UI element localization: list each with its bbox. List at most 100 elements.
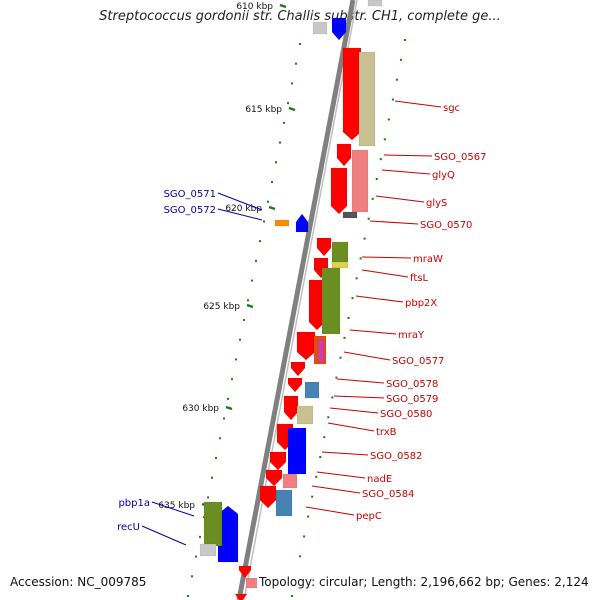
- grid-dot: [391, 98, 394, 101]
- grid-dot: [359, 257, 362, 260]
- gene-label[interactable]: SGO_0572: [164, 205, 216, 216]
- gene-arrow-forward[interactable]: [290, 361, 306, 377]
- feature-bar[interactable]: [275, 489, 293, 517]
- feature-bar[interactable]: [351, 149, 369, 213]
- grid-dot: [215, 457, 217, 459]
- gene-arrow-forward[interactable]: [296, 331, 316, 361]
- gene-label[interactable]: glyQ: [432, 170, 455, 181]
- gene-arrow-forward[interactable]: [336, 143, 352, 167]
- gene-arrow-forward[interactable]: [330, 167, 348, 215]
- map-title: Streptococcus gordonii str. Challis subs…: [99, 9, 501, 24]
- gene-label[interactable]: SGO_0571: [164, 189, 216, 200]
- gene-arrow-forward[interactable]: [234, 593, 248, 600]
- gene-label[interactable]: nadE: [367, 474, 392, 485]
- gene-arrow-forward[interactable]: [259, 485, 277, 509]
- label-connector: [217, 208, 263, 221]
- feature-bar[interactable]: [287, 427, 307, 475]
- feature-bar[interactable]: [317, 339, 325, 363]
- gene-label[interactable]: SGO_0578: [386, 379, 438, 390]
- grid-dot: [251, 279, 253, 282]
- label-connector: [311, 485, 361, 494]
- grid-dot: [239, 338, 241, 341]
- label-connector: [381, 169, 431, 175]
- gene-label[interactable]: SGO_0567: [434, 152, 486, 163]
- gene-label[interactable]: SGO_0580: [380, 409, 432, 420]
- feature-bar[interactable]: [358, 51, 376, 147]
- label-connectors-layer: [141, 100, 442, 546]
- grid-dot: [355, 277, 358, 280]
- gene-label[interactable]: trxB: [376, 427, 397, 438]
- grid-dot: [275, 161, 277, 164]
- grid-dot: [187, 595, 189, 597]
- gene-label[interactable]: recU: [117, 522, 140, 533]
- grid-dot: [223, 417, 225, 420]
- grid-dot: [263, 220, 265, 223]
- accession-text: Accession: NC_009785: [8, 575, 149, 589]
- feature-bar[interactable]: [282, 473, 298, 489]
- feature-bar[interactable]: [296, 405, 314, 425]
- grid-dot: [191, 575, 193, 578]
- grid-dot: [339, 356, 342, 359]
- gene-label[interactable]: pbp2X: [405, 298, 437, 309]
- gene-arrow-reverse[interactable]: [295, 213, 309, 233]
- gene-arrow-forward[interactable]: [287, 377, 303, 393]
- gene-block[interactable]: [312, 21, 328, 35]
- gene-arrow-forward[interactable]: [283, 395, 299, 421]
- grid-dot: [295, 62, 297, 65]
- gene-label[interactable]: pbp1a: [118, 498, 150, 509]
- grid-dot: [335, 376, 338, 379]
- gene-label[interactable]: sgc: [443, 103, 460, 114]
- gene-arrow-forward[interactable]: [342, 47, 362, 141]
- gene-label[interactable]: SGO_0582: [370, 451, 422, 462]
- feature-bar[interactable]: [274, 219, 290, 227]
- label-connector: [336, 378, 385, 384]
- gene-label[interactable]: SGO_0579: [386, 394, 438, 405]
- grid-dot: [395, 78, 398, 81]
- gene-arrow-forward[interactable]: [265, 469, 283, 487]
- label-connector: [151, 501, 195, 517]
- gene-label[interactable]: glyS: [426, 198, 447, 209]
- gene-label[interactable]: SGO_0570: [420, 220, 472, 231]
- gene-arrow-forward[interactable]: [238, 565, 252, 579]
- gene-label[interactable]: mraY: [398, 330, 425, 341]
- grid-dot: [247, 299, 249, 302]
- gene-label[interactable]: mraW: [413, 254, 443, 265]
- grid-dot: [195, 555, 197, 558]
- gene-label[interactable]: SGO_0584: [362, 489, 414, 500]
- grid-dot: [243, 319, 245, 321]
- feature-bar[interactable]: [331, 261, 349, 269]
- gene-label[interactable]: SGO_0577: [392, 356, 444, 367]
- feature-bar[interactable]: [199, 543, 217, 557]
- label-connector: [141, 525, 187, 546]
- tick-mark: [268, 205, 276, 211]
- gene-arrow-reverse[interactable]: [331, 17, 347, 41]
- gene-label[interactable]: pepC: [356, 511, 382, 522]
- grid-dot: [299, 555, 302, 558]
- gene-label[interactable]: ftsL: [410, 273, 428, 284]
- feature-bar[interactable]: [342, 211, 358, 219]
- tick-mark: [225, 405, 233, 411]
- label-connector: [375, 195, 425, 203]
- tick-label: 610 kbp: [236, 2, 273, 12]
- feature-bar[interactable]: [321, 267, 341, 335]
- grid-dot: [255, 259, 257, 262]
- feature-bar[interactable]: [304, 381, 320, 399]
- label-connector: [355, 295, 404, 303]
- grid-dot: [211, 476, 213, 479]
- gene-labels-layer[interactable]: sgc SGO_0567 glyQ glyS SGO_0570 mraW ftsL pbp2X…: [117, 103, 486, 533]
- label-connector: [217, 192, 263, 211]
- grid-dot: [375, 178, 378, 180]
- grid-dot: [367, 217, 370, 220]
- gene-arrow-forward[interactable]: [316, 237, 332, 257]
- grid-dot: [363, 237, 366, 240]
- grid-dot: [351, 297, 354, 300]
- grid-dot: [323, 436, 326, 439]
- feature-bar[interactable]: [203, 501, 223, 547]
- grid-dot: [311, 495, 314, 498]
- grid-dot: [315, 475, 318, 478]
- features-layer[interactable]: [199, 0, 383, 600]
- gene-block[interactable]: [367, 0, 383, 7]
- gene-arrow-forward[interactable]: [269, 451, 287, 471]
- grid-dot: [227, 397, 229, 400]
